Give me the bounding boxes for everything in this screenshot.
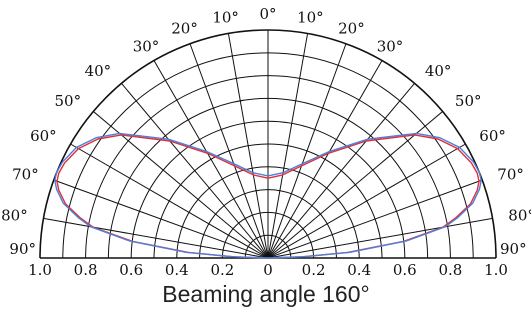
grid-spoke — [267, 33, 309, 259]
angle-tick-label: 80° — [1, 207, 28, 225]
angle-tick-label: 60° — [30, 127, 57, 145]
radial-tick-label: 0.4 — [347, 261, 371, 279]
radial-tick-label: 0.6 — [393, 261, 417, 279]
angle-tick-label: 70° — [12, 166, 39, 184]
angle-tick-label: 0° — [259, 5, 276, 23]
angle-tick-label: 10° — [297, 9, 324, 27]
angle-tick-label: 40° — [425, 62, 452, 80]
angle-tick-label: 20° — [171, 20, 198, 38]
radial-tick-label: 1.0 — [484, 261, 508, 279]
grid-spoke — [227, 33, 269, 259]
grid-spoke — [121, 83, 269, 259]
angle-tick-label: 90° — [9, 240, 36, 258]
grid-spoke — [189, 43, 269, 259]
radial-tick-label: 0 — [263, 261, 273, 279]
radial-tick-label: 0.2 — [210, 261, 234, 279]
angle-tick-label: 20° — [338, 20, 365, 38]
angle-tick-label: 80° — [508, 207, 531, 225]
angle-tick-label: 50° — [54, 92, 81, 110]
grid-spoke — [43, 217, 269, 259]
grid-spoke — [153, 60, 269, 259]
grid-spoke — [267, 143, 466, 259]
radial-tick-label: 0.2 — [302, 261, 326, 279]
grid-spoke — [267, 179, 483, 259]
grid-spoke — [267, 83, 415, 259]
angle-tick-label: 10° — [212, 9, 239, 27]
radial-tick-label: 1.0 — [28, 261, 52, 279]
angle-tick-label: 90° — [500, 240, 527, 258]
angle-tick-label: 60° — [479, 127, 506, 145]
grid-spoke — [267, 111, 443, 259]
series-line — [56, 134, 480, 259]
grid-spoke — [267, 43, 347, 259]
grid-spoke — [53, 179, 269, 259]
grid-spoke — [70, 143, 269, 259]
radial-tick-label: 0.4 — [165, 261, 189, 279]
radial-tick-label: 0.8 — [438, 261, 462, 279]
tick-labels: 0° 10°10°20°20°30°30°40°40°50°50°60°60°70… — [1, 5, 531, 279]
series-group — [54, 132, 482, 259]
radial-tick-label: 0.8 — [74, 261, 98, 279]
polar-grid — [39, 29, 497, 259]
angle-tick-label: 30° — [377, 38, 404, 56]
grid-spoke — [93, 111, 269, 259]
grid-spoke — [267, 60, 383, 259]
angle-tick-label: 40° — [85, 62, 112, 80]
chart-caption: Beaming angle 160° — [162, 281, 369, 307]
angle-tick-label: 50° — [455, 92, 482, 110]
angle-tick-label: 30° — [133, 38, 160, 56]
angle-tick-label: 70° — [497, 166, 524, 184]
grid-spoke — [267, 217, 493, 259]
radial-tick-label: 0.6 — [119, 261, 143, 279]
series-line — [54, 132, 482, 259]
